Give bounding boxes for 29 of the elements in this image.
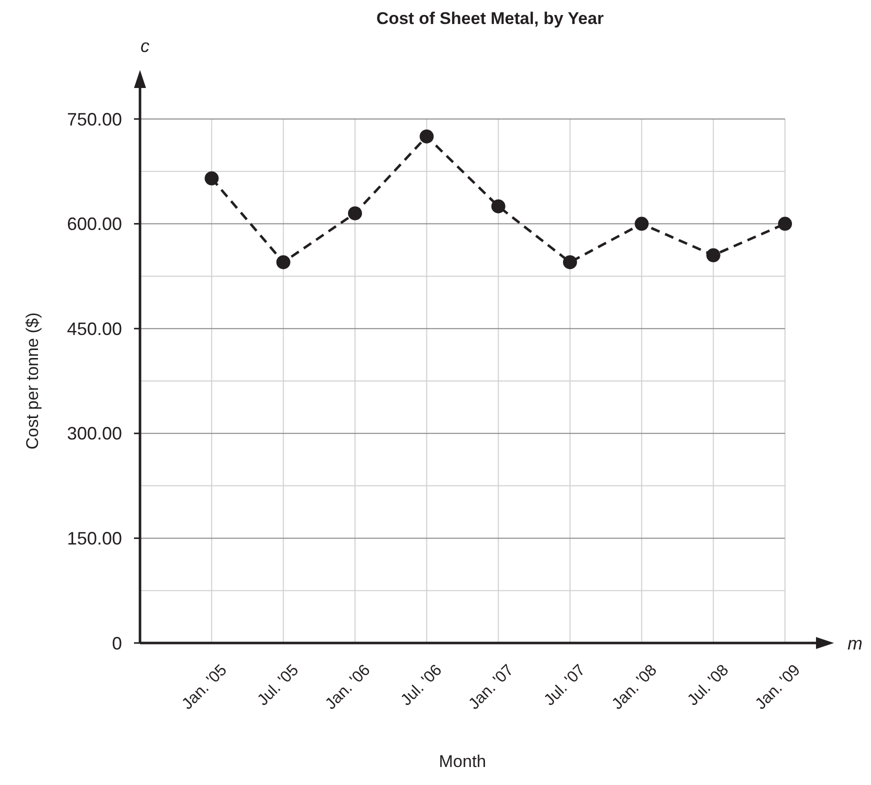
y-tick-label: 0	[112, 633, 122, 654]
point	[204, 171, 219, 186]
text: m	[848, 633, 862, 654]
y-tick-label: 150.00	[66, 528, 122, 548]
x-tick-label: Jan. '08	[609, 662, 660, 714]
point	[778, 216, 792, 231]
x-tick-label: Jan. '07	[466, 662, 518, 714]
x-tick-label: Jul. '06	[398, 662, 446, 710]
x-tick-label: Jul. '07	[541, 662, 589, 710]
x-tick-label: Jan. '09	[752, 662, 804, 714]
y-tick-label: 600.00	[66, 214, 122, 234]
x-tick-label: Jan. '05	[179, 662, 230, 714]
point	[276, 255, 290, 270]
point	[634, 216, 649, 231]
chart-title: Cost of Sheet Metal, by Year	[376, 9, 604, 28]
x-tick-label: Jan. '06	[322, 662, 374, 714]
y-tick-label: 450.00	[66, 318, 122, 339]
text: c	[140, 36, 150, 56]
y-tick-label: 750.00	[66, 109, 122, 130]
point	[491, 199, 506, 214]
point	[348, 206, 362, 220]
point	[706, 248, 720, 262]
x-tick-label: Jul. '08	[684, 662, 732, 710]
x-tick-label: Jul. '05	[254, 662, 302, 710]
point	[563, 255, 577, 270]
point	[420, 129, 434, 144]
y-tick-label: 300.00	[66, 424, 122, 444]
y-axis-title: Cost per tonne ($)	[23, 312, 42, 450]
x-axis-title: Month	[438, 752, 486, 771]
